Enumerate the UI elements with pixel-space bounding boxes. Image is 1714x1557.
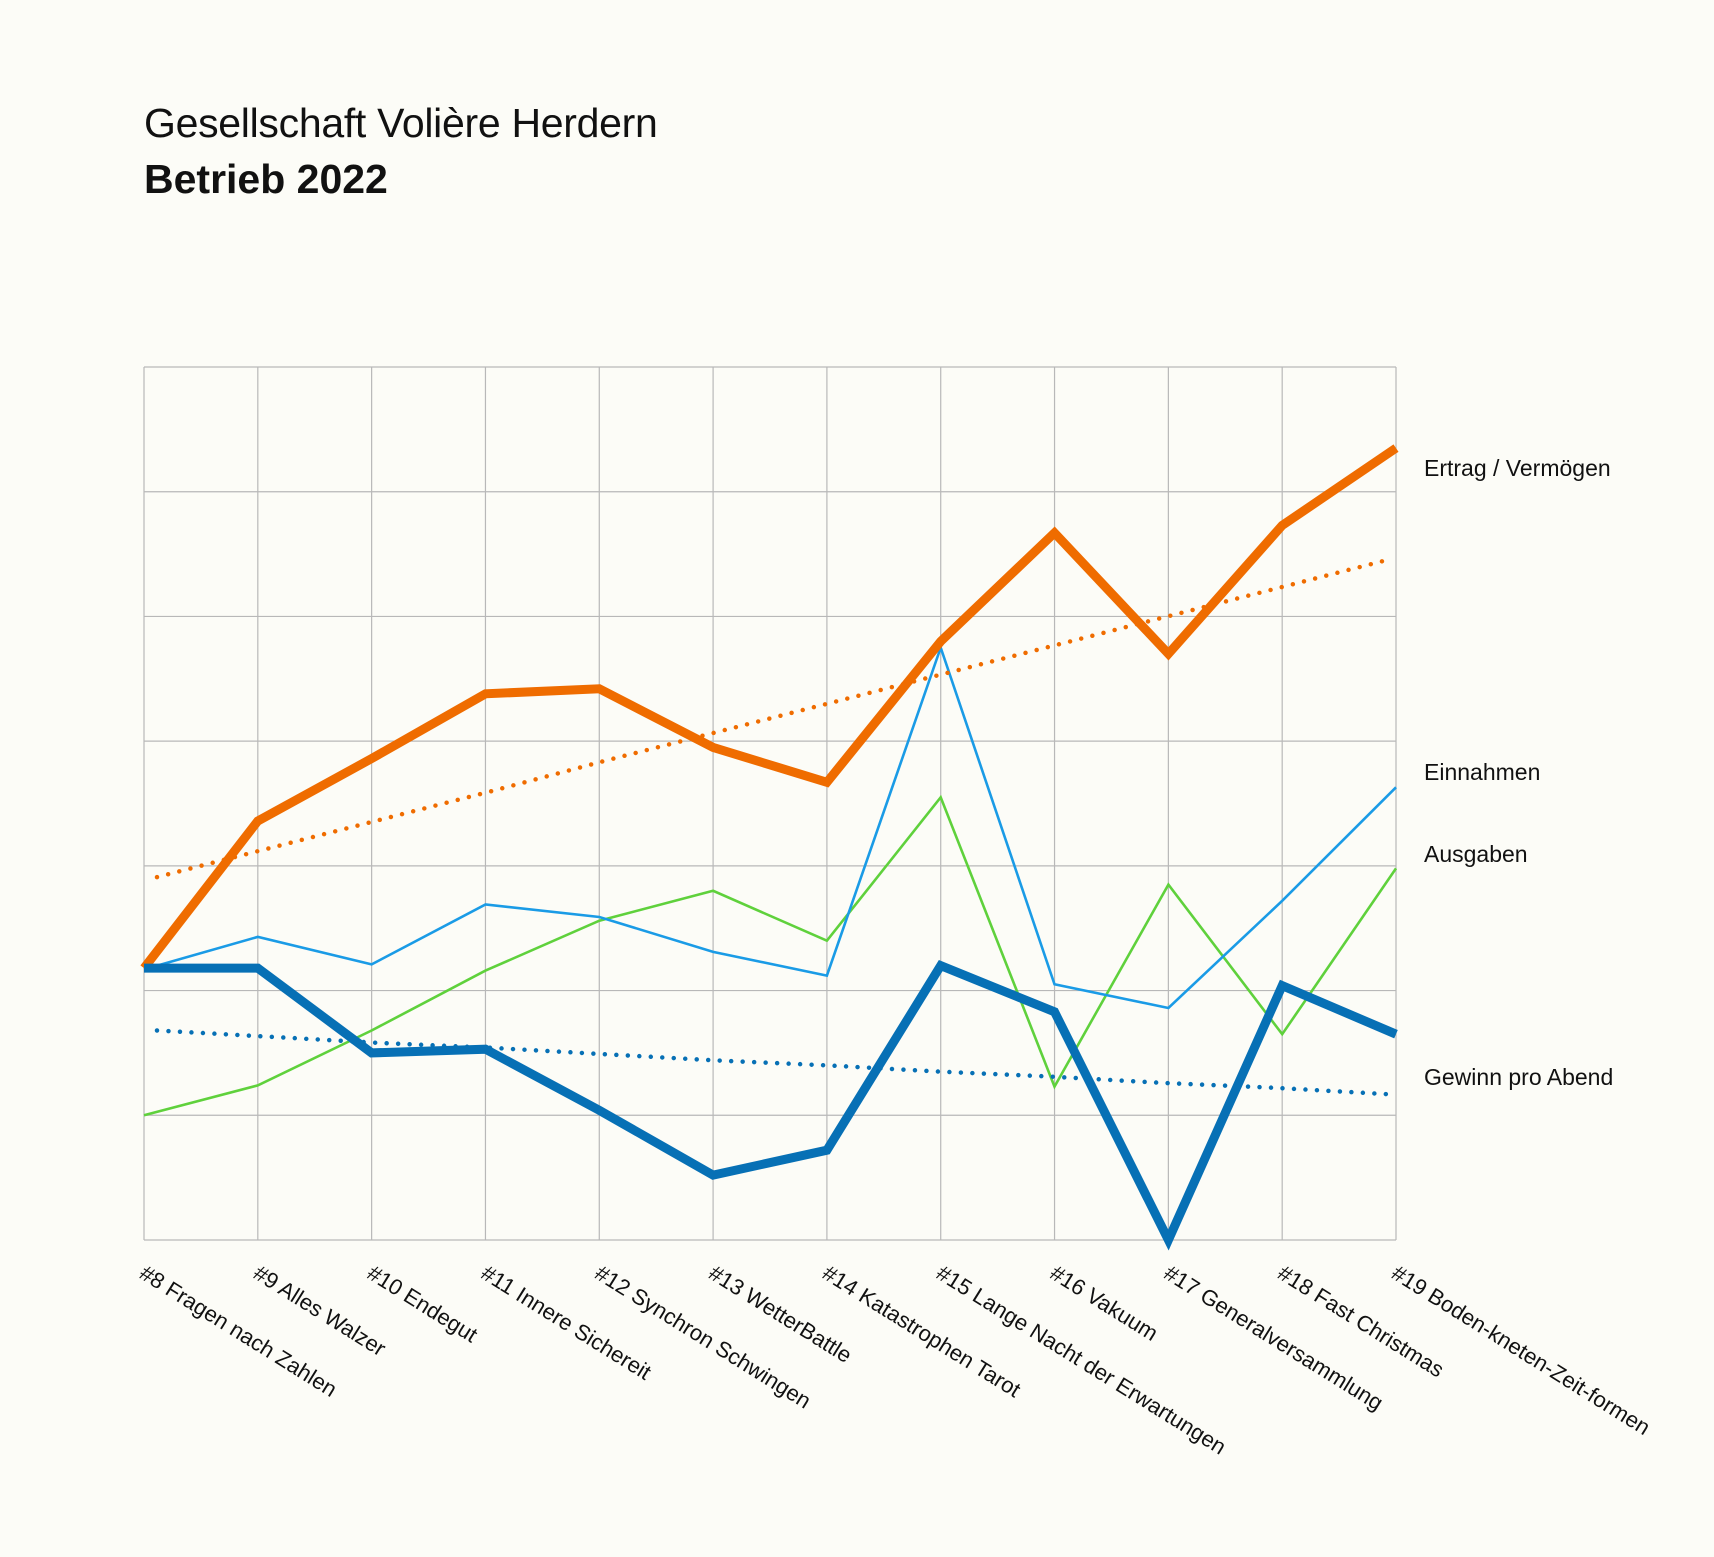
x-tick-label: #14 Katastrophen Tarot — [818, 1260, 1025, 1402]
x-axis-tick-labels: #8 Fragen nach Zahlen#9 Alles Walzer#10 … — [135, 1260, 1654, 1459]
series-labels: Ertrag / Vermögen Einnahmen Ausgaben Gewinn… — [1424, 455, 1613, 1090]
chart-series — [140, 444, 1399, 1251]
series-label: Einnahmen — [1424, 759, 1540, 785]
series-line-gewinn-pro-abend-trend — [154, 1028, 1389, 1097]
x-tick-label: #17 Generalversammlung — [1160, 1260, 1388, 1415]
series-line-ertrag-verm-gen — [140, 444, 1399, 971]
chart-title: Gesellschaft Volière Herdern — [144, 100, 658, 146]
x-tick-label: #12 Synchron Schwingen — [591, 1260, 816, 1413]
series-label: Ausgaben — [1424, 841, 1528, 867]
series-line-gewinn-pro-abend — [144, 959, 1398, 1251]
series-label: Gewinn pro Abend — [1424, 1064, 1613, 1090]
x-tick-label: #8 Fragen nach Zahlen — [135, 1260, 341, 1402]
series-label: Ertrag / Vermögen — [1424, 455, 1611, 481]
chart-subtitle: Betrieb 2022 — [144, 156, 388, 202]
series-line-einnahmen — [143, 643, 1397, 1010]
series-line-ertrag-verm-gen-trend — [154, 558, 1389, 880]
series-line-ausgaben — [143, 794, 1398, 1117]
chart-grid — [143, 366, 1397, 1241]
